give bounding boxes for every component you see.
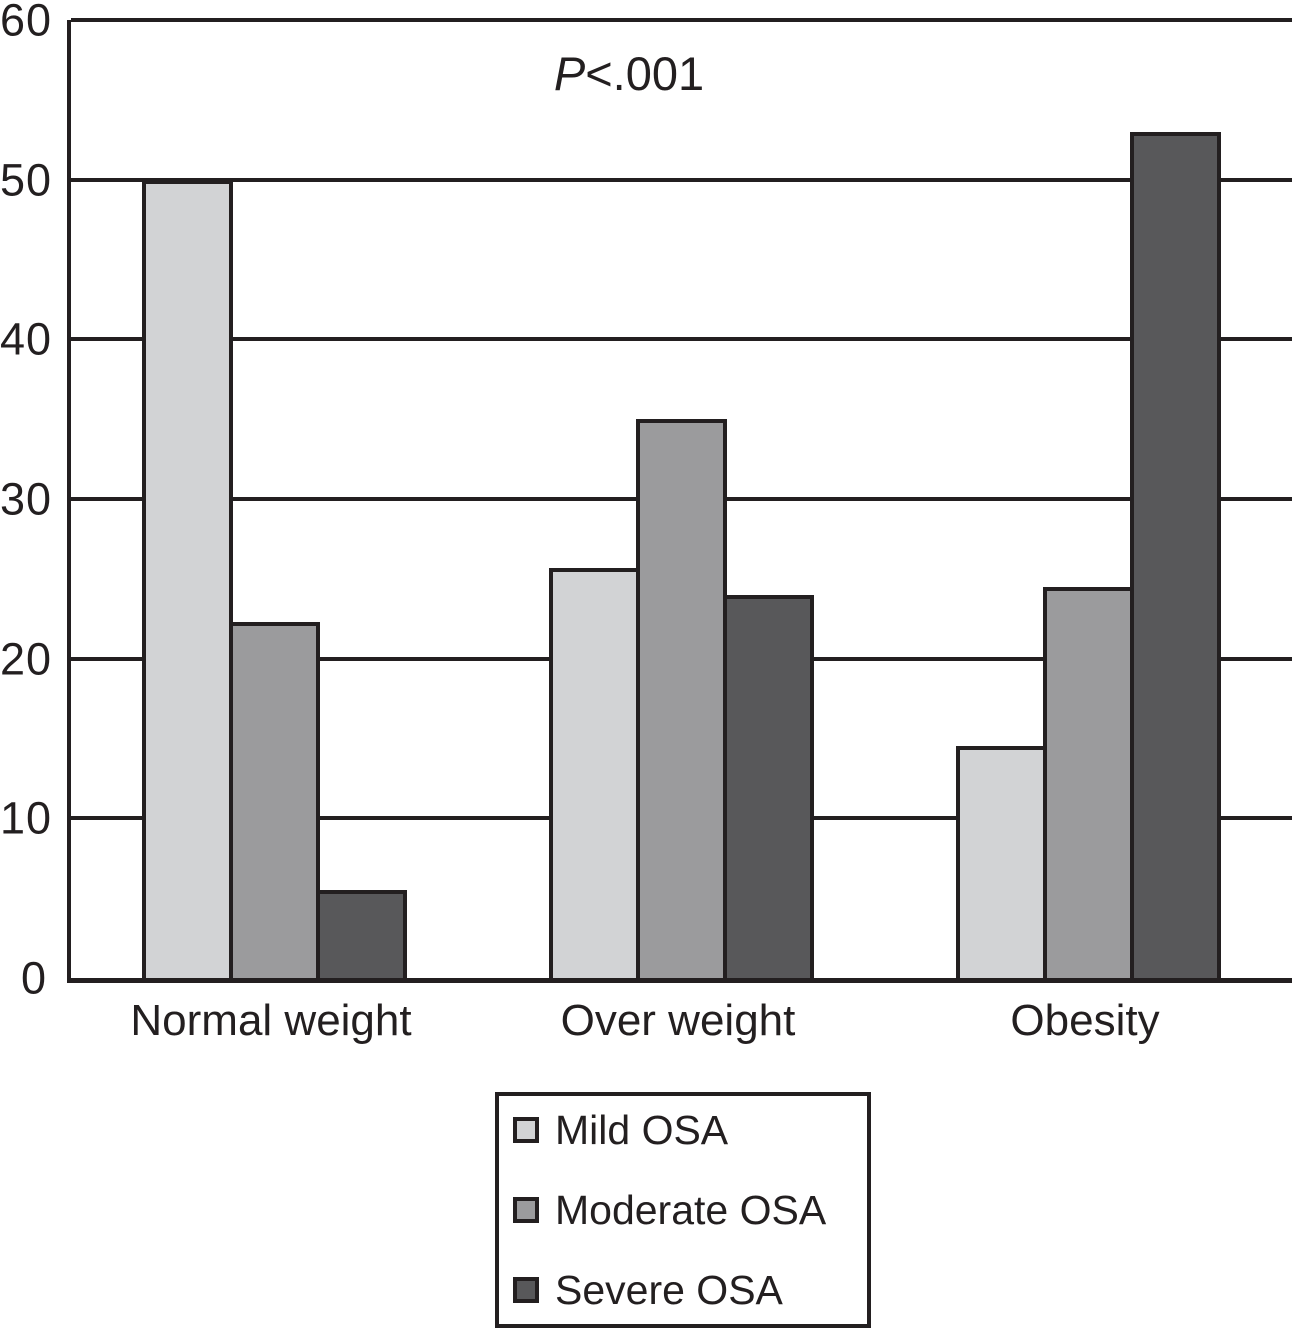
bar-mild-osa bbox=[956, 746, 1047, 978]
legend-label: Severe OSA bbox=[555, 1267, 783, 1313]
gridline-40 bbox=[71, 337, 1292, 342]
severe-osa-swatch-icon bbox=[513, 1277, 539, 1303]
p-value-suffix: <.001 bbox=[585, 47, 705, 100]
bar-severe-osa bbox=[316, 890, 407, 978]
y-tick-label-30: 30 bbox=[0, 473, 53, 525]
y-tick-label-10: 10 bbox=[0, 792, 53, 844]
legend: Mild OSA Moderate OSA Severe OSA bbox=[495, 1092, 871, 1328]
y-tick-label-20: 20 bbox=[0, 633, 53, 685]
bar-group-over-weight bbox=[478, 20, 885, 978]
gridline-50 bbox=[71, 177, 1292, 182]
bar-moderate-osa bbox=[636, 419, 727, 978]
x-label-obesity: Obesity bbox=[1010, 996, 1160, 1045]
bar-mild-osa bbox=[142, 180, 233, 978]
y-axis: 0 10 20 30 40 50 60 bbox=[0, 0, 53, 1001]
mild-osa-swatch-icon bbox=[513, 1117, 539, 1143]
y-tick-label-60: 60 bbox=[0, 0, 53, 46]
moderate-osa-swatch-icon bbox=[513, 1197, 539, 1223]
bar-group-normal-weight bbox=[71, 20, 478, 978]
legend-item-mild-osa: Mild OSA bbox=[513, 1106, 857, 1154]
bars-layer bbox=[71, 20, 1292, 978]
gridline-60 bbox=[71, 18, 1292, 22]
bar-moderate-osa bbox=[1043, 587, 1134, 978]
legend-item-moderate-osa: Moderate OSA bbox=[513, 1186, 857, 1234]
p-value-annotation: P<.001 bbox=[474, 48, 784, 100]
bar-mild-osa bbox=[549, 568, 640, 978]
bar-group-obesity bbox=[885, 20, 1292, 978]
bar-moderate-osa bbox=[229, 622, 320, 978]
y-tick-label-50: 50 bbox=[0, 154, 53, 206]
legend-label: Moderate OSA bbox=[555, 1187, 827, 1233]
p-value-prefix: P bbox=[553, 47, 586, 100]
bar-severe-osa bbox=[723, 595, 814, 978]
plot-area: P<.001 bbox=[67, 18, 1292, 983]
legend-item-severe-osa: Severe OSA bbox=[513, 1266, 857, 1314]
y-tick-label-40: 40 bbox=[0, 313, 53, 365]
bar-severe-osa bbox=[1130, 132, 1221, 978]
legend-label: Mild OSA bbox=[555, 1107, 729, 1153]
x-label-over-weight: Over weight bbox=[560, 996, 796, 1045]
y-tick-label-0: 0 bbox=[20, 952, 47, 1004]
x-label-normal-weight: Normal weight bbox=[130, 996, 412, 1045]
